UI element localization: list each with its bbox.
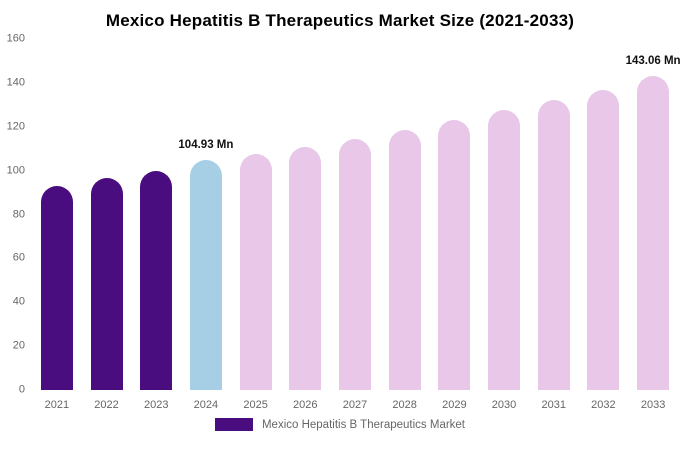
y-tick-20: 20 [12, 339, 25, 352]
x-tick-2023: 2023 [143, 399, 169, 411]
y-tick-160: 160 [6, 32, 25, 45]
legend-swatch [214, 418, 253, 431]
y-tick-100: 100 [6, 164, 25, 177]
y-tick-60: 60 [12, 251, 25, 264]
bar-slot-2025: 2025 [231, 39, 281, 411]
bar-slot-2029: 2029 [430, 39, 480, 411]
value-label-2033: 143.06 Mn [625, 55, 680, 68]
bar-2028 [388, 130, 421, 390]
value-label-2024: 104.93 Mn [178, 138, 234, 151]
bar-slot-2028: 2028 [380, 39, 430, 411]
x-tick-2029: 2029 [442, 399, 467, 411]
legend: Mexico Hepatitis B Therapeutics Market [0, 418, 680, 431]
x-tick-2032: 2032 [591, 399, 616, 411]
legend-label: Mexico Hepatitis B Therapeutics Market [261, 418, 466, 431]
chart-title: Mexico Hepatitis B Therapeutics Market S… [105, 11, 575, 30]
bar-slot-2026: 2026 [280, 39, 330, 411]
bar-2032 [587, 89, 620, 390]
y-tick-0: 0 [18, 383, 25, 396]
x-tick-2027: 2027 [342, 399, 368, 411]
bar-2022 [90, 178, 123, 390]
bar-chart: Mexico Hepatitis B Therapeutics Market S… [0, 11, 680, 431]
bar-slot-2027: 2027 [330, 39, 380, 411]
bar-slot-2030: 2030 [479, 39, 529, 411]
x-tick-2022: 2022 [94, 399, 119, 411]
chart-body: 0 20 40 60 80 100 120 140 160 2021 2022 2023 104.93… [2, 33, 680, 411]
bar-slot-2022: 2022 [82, 39, 132, 411]
bar-slot-2023: 2023 [131, 39, 181, 411]
x-tick-2031: 2031 [541, 399, 566, 411]
bar-2024 [189, 159, 222, 390]
bar-slot-2033: 143.06 Mn 2033 [625, 39, 680, 411]
y-tick-80: 80 [12, 208, 25, 220]
y-tick-40: 40 [12, 295, 25, 308]
bar-2031 [537, 100, 570, 390]
x-tick-2024: 2024 [193, 399, 219, 411]
x-tick-2026: 2026 [293, 399, 318, 411]
x-tick-2025: 2025 [243, 399, 268, 411]
bar-2029 [438, 120, 471, 390]
x-tick-2028: 2028 [392, 399, 417, 411]
bar-slot-2032: 2032 [579, 39, 629, 411]
bar-slot-2024: 104.93 Mn 2024 [178, 39, 234, 411]
bar-2025 [239, 154, 272, 390]
x-tick-2021: 2021 [44, 399, 70, 411]
plot-area: 2021 2022 2023 104.93 Mn 2024 2025 2026 2027 202… [32, 39, 680, 411]
bar-2026 [289, 146, 322, 390]
bar-2027 [338, 138, 371, 390]
y-tick-120: 120 [6, 120, 25, 133]
x-tick-2030: 2030 [491, 399, 517, 411]
bar-slot-2021: 2021 [32, 39, 82, 411]
bar-2021 [40, 186, 73, 390]
y-tick-140: 140 [6, 76, 25, 89]
bar-2023 [140, 170, 173, 390]
bar-2033 [637, 76, 670, 390]
bar-slot-2031: 2031 [529, 39, 579, 411]
x-tick-2033: 2033 [640, 399, 666, 411]
y-axis: 0 20 40 60 80 100 120 140 160 [2, 33, 32, 395]
bar-2030 [488, 110, 521, 390]
